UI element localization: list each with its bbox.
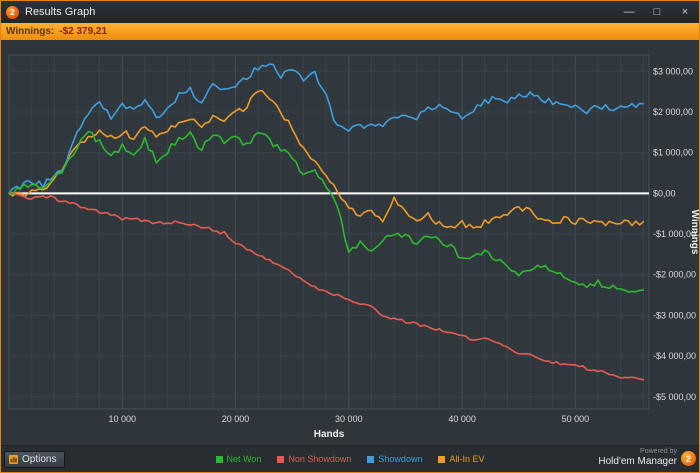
window-controls: — □ × [615, 1, 699, 23]
svg-text:$0,00: $0,00 [653, 188, 676, 198]
window-title: Results Graph [25, 6, 96, 18]
svg-text:Winnings: Winnings [689, 210, 699, 255]
legend-label: Showdown [378, 454, 423, 464]
legend-item-showdown[interactable]: Showdown [367, 454, 422, 464]
powered-by-text: Powered by [640, 448, 677, 455]
hm-logo-icon: 2 [681, 451, 696, 466]
legend-item-all-in-ev[interactable]: All-In EV [438, 454, 484, 464]
chart-region: 10 000 20 000 30 000 40 000 50 000 Hands $3 00… [1, 40, 699, 445]
results-chart[interactable]: 10 000 20 000 30 000 40 000 50 000 Hands $3 00… [1, 40, 699, 446]
legend-swatch [277, 455, 285, 463]
options-button[interactable]: Options [4, 451, 66, 468]
legend-swatch [367, 455, 375, 463]
legend-item-net-won[interactable]: Net Won [215, 454, 262, 464]
chart-legend: Net Won Non Showdown Showdown All-In EV [215, 454, 484, 464]
legend-swatch [438, 455, 446, 463]
svg-text:$2 000,00: $2 000,00 [653, 107, 693, 117]
app-icon: 2 [6, 5, 19, 19]
svg-text:30 000: 30 000 [335, 414, 363, 424]
powered-by: Powered by Hold'em Manager [598, 448, 677, 468]
legend-swatch [215, 455, 223, 463]
svg-text:20 000: 20 000 [222, 414, 250, 424]
winnings-bar: Winnings: -$2 379,21 [1, 23, 699, 40]
legend-label: Non Showdown [288, 454, 352, 464]
svg-text:-$3 000,00: -$3 000,00 [653, 310, 696, 320]
svg-text:Hands: Hands [314, 429, 345, 440]
minimize-button[interactable]: — [623, 6, 635, 18]
svg-text:-$1 000,00: -$1 000,00 [653, 229, 696, 239]
legend-item-non-showdown[interactable]: Non Showdown [277, 454, 351, 464]
maximize-button[interactable]: □ [653, 6, 661, 18]
title-bar: 2 Results Graph — □ × [1, 1, 699, 23]
options-icon [9, 455, 18, 464]
svg-text:-$2 000,00: -$2 000,00 [653, 270, 696, 280]
legend-label: Net Won [226, 454, 262, 464]
svg-text:-$5 000,00: -$5 000,00 [653, 392, 696, 402]
legend-label: All-In EV [449, 454, 485, 464]
svg-text:40 000: 40 000 [448, 414, 476, 424]
brand-text: Hold'em Manager [598, 456, 677, 468]
svg-text:$3 000,00: $3 000,00 [653, 66, 693, 76]
close-button[interactable]: × [681, 6, 689, 18]
svg-text:$1 000,00: $1 000,00 [653, 148, 693, 158]
status-bar: Options Net Won Non Showdown Showdown All-I… [1, 445, 699, 472]
svg-text:10 000: 10 000 [109, 414, 137, 424]
svg-text:-$4 000,00: -$4 000,00 [653, 351, 696, 361]
winnings-value: -$2 379,21 [59, 26, 108, 37]
svg-text:50 000: 50 000 [562, 414, 590, 424]
winnings-label: Winnings: [6, 26, 55, 37]
options-label: Options [22, 454, 57, 465]
